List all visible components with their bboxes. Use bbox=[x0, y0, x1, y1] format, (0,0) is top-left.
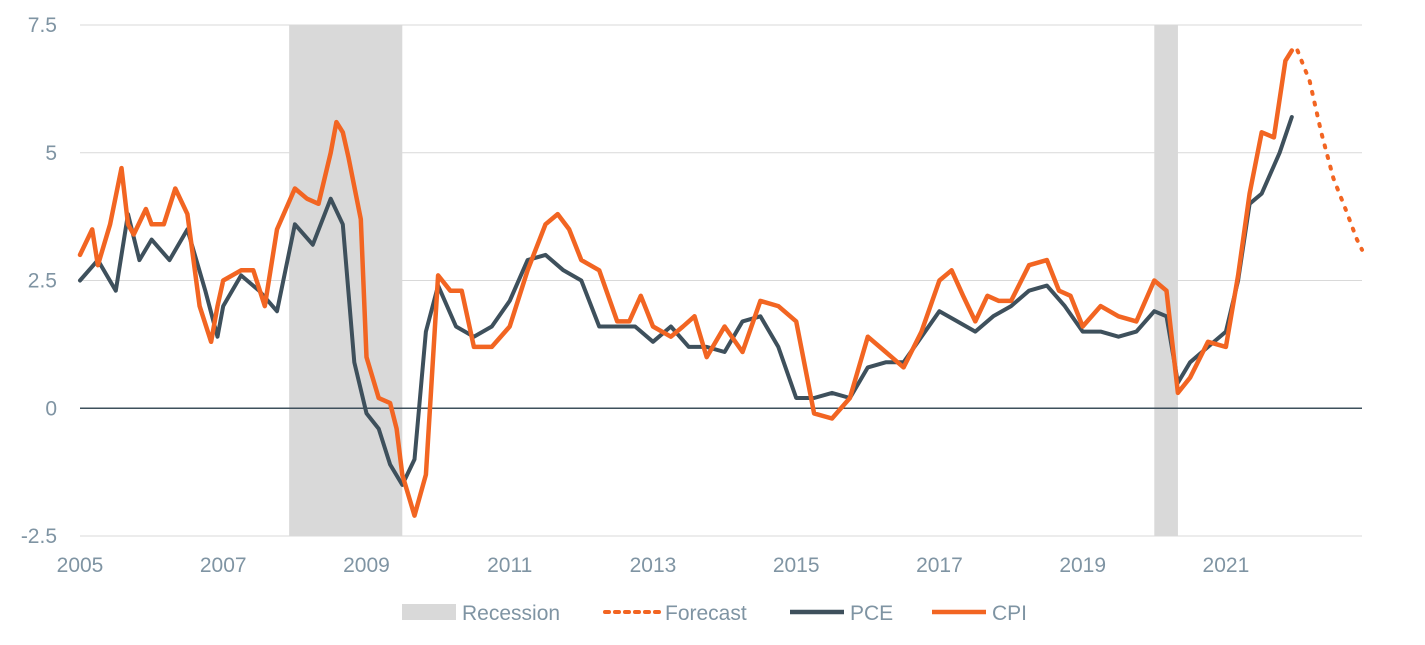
x-axis-ticks: 2005 2007 2009 2011 2013 2015 2017 2019 2021 bbox=[57, 554, 1250, 577]
y-tick-label: 2.5 bbox=[28, 270, 57, 293]
y-tick-label: 5 bbox=[45, 142, 57, 165]
legend-label-recession: Recession bbox=[462, 602, 560, 625]
y-tick-label: 7.5 bbox=[28, 14, 57, 37]
y-tick-label: 0 bbox=[45, 397, 57, 420]
x-tick-label: 2021 bbox=[1203, 554, 1250, 577]
y-tick-label: -2.5 bbox=[21, 525, 57, 548]
x-tick-label: 2007 bbox=[200, 554, 247, 577]
x-tick-label: 2009 bbox=[343, 554, 390, 577]
series-line-cpi bbox=[77, 48, 1295, 518]
legend-label-pce: PCE bbox=[850, 602, 893, 625]
legend-swatch-recession bbox=[402, 604, 456, 620]
series-line-forecast bbox=[1295, 48, 1364, 252]
y-gridlines bbox=[80, 24, 1362, 537]
x-tick-label: 2015 bbox=[773, 554, 820, 577]
legend-label-cpi: CPI bbox=[992, 602, 1027, 625]
x-tick-label: 2011 bbox=[487, 554, 532, 577]
x-tick-label: 2013 bbox=[630, 554, 677, 577]
legend: Recession Forecast PCE CPI bbox=[402, 602, 1027, 625]
x-tick-label: 2017 bbox=[916, 554, 963, 577]
legend-label-forecast: Forecast bbox=[665, 602, 747, 625]
x-tick-label: 2005 bbox=[57, 554, 104, 577]
data-series bbox=[77, 48, 1364, 518]
y-axis-ticks: 7.5 5 2.5 0 -2.5 bbox=[21, 14, 57, 548]
x-tick-label: 2019 bbox=[1059, 554, 1106, 577]
